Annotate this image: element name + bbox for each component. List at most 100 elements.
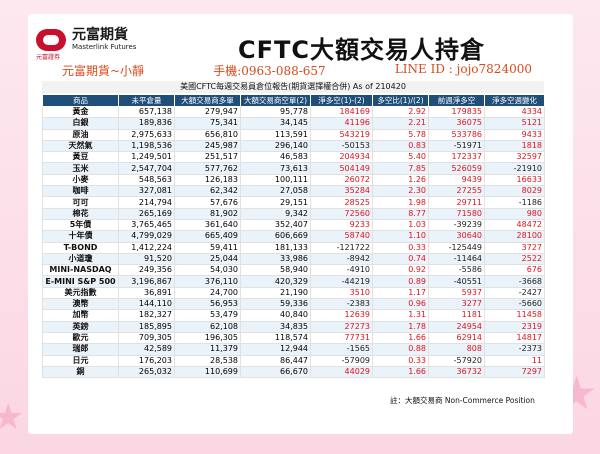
table-cell: 676: [484, 264, 545, 277]
table-cell: 29,151: [240, 196, 311, 209]
table-cell: 26072: [310, 173, 373, 187]
table-cell: 2,547,704: [118, 162, 175, 175]
table-cell: 279,947: [174, 105, 241, 119]
table-cell: 8029: [484, 185, 545, 198]
table-cell: 7.85: [372, 162, 429, 175]
table-cell: 0.92: [372, 264, 429, 277]
commodity-name: 玉米: [42, 162, 119, 175]
table-cell: 5937: [428, 286, 485, 300]
table-cell: 3277: [428, 298, 485, 311]
table-row: 澳幣 144,110 56,953 59,336 -2383 0.96 3277 -5660: [42, 298, 545, 311]
table-cell: 21,190: [240, 286, 311, 300]
table-body: 黃金 657,138 279,947 95,778 184169 2.92 179835 43…: [42, 105, 545, 379]
table-cell: 41196: [310, 117, 373, 130]
table-cell: 249,356: [118, 264, 175, 277]
table-cell: 1.66: [372, 331, 429, 345]
logo-mark-icon: [36, 28, 66, 51]
table-cell: 91,520: [118, 252, 175, 266]
table-cell: 28100: [484, 230, 545, 243]
table-cell: 73,613: [240, 162, 311, 175]
table-cell: 4,799,029: [118, 230, 175, 243]
table-cell: 808: [428, 343, 485, 356]
table-cell: 95,778: [240, 105, 311, 119]
table-row: 棉花 265,169 81,902 9,342 72560 8.77 71580 980: [42, 207, 545, 220]
table-cell: -57920: [428, 354, 485, 367]
commodity-name: 澳幣: [42, 298, 119, 311]
table-cell: 126,183: [174, 173, 241, 187]
table-row: 5年債 3,765,465 361,640 352,407 9233 1.03 -39239…: [42, 218, 545, 232]
table-row: 銅 265,032 110,699 66,670 44029 1.66 36732 7297: [42, 365, 545, 379]
table-cell: 1.10: [372, 230, 429, 243]
table-cell: 5.40: [372, 151, 429, 164]
table-cell: 2319: [484, 320, 545, 333]
table-row: 原油 2,975,633 656,810 113,591 543219 5.78 53378…: [42, 128, 545, 141]
commodity-name: 5年債: [42, 218, 119, 232]
table-cell: 665,409: [174, 230, 241, 243]
table-row: 天然氣 1,198,536 245,987 296,140 -50153 0.83 -519…: [42, 139, 545, 153]
table-cell: 56,953: [174, 298, 241, 311]
table-cell: 118,574: [240, 331, 311, 345]
table-cell: 543219: [310, 128, 373, 141]
table-cell: 420,329: [240, 275, 311, 288]
commodity-name: 加幣: [42, 309, 119, 322]
table-row: 黃金 657,138 279,947 95,778 184169 2.92 179835 43…: [42, 105, 545, 119]
table-cell: 7297: [484, 365, 545, 379]
logo-subtitle: 元富證券: [36, 54, 61, 61]
page-title: CFTC大額交易人持倉: [238, 36, 485, 64]
table-cell: 204934: [310, 151, 373, 164]
table-cell: 8.77: [372, 207, 429, 220]
commodity-name: E-MINI S&P 500: [42, 275, 119, 288]
table-cell: 2,975,633: [118, 128, 175, 141]
table-cell: 656,810: [174, 128, 241, 141]
table-cell: 352,407: [240, 218, 311, 232]
table-row: 美元指數 36,891 24,700 21,190 3510 1.17 5937 -2427: [42, 286, 545, 300]
table-cell: 2.92: [372, 105, 429, 119]
table-cell: 12,944: [240, 343, 311, 356]
column-header: 多空比(1)/(2): [372, 94, 429, 107]
contact-phone: 手機:0963-088-657: [213, 64, 326, 78]
footnote: 註：大額交易商 Non-Commerce Position: [390, 396, 535, 405]
table-cell: -1565: [310, 343, 373, 356]
table-header-row: 商品 未平倉量 大額交易商多單 大額交易商空單(2) 淨多空(1)-(2) 多空比(1)/…: [42, 94, 545, 107]
table-cell: 24954: [428, 320, 485, 333]
table-cell: -125449: [428, 241, 485, 254]
table-cell: 2.21: [372, 117, 429, 130]
table-row: 玉米 2,547,704 577,762 73,613 504149 7.85 526059…: [42, 162, 545, 175]
commodity-name: MINI-NASDAQ: [42, 264, 119, 277]
commodity-name: 小麥: [42, 173, 119, 187]
table-cell: 40,840: [240, 309, 311, 322]
table-cell: 72560: [310, 207, 373, 220]
table-row: 日元 176,203 28,538 86,447 -57909 0.33 -57920 11: [42, 354, 545, 367]
table-cell: 1.03: [372, 218, 429, 232]
commodity-name: 原油: [42, 128, 119, 141]
table-row: E-MINI S&P 500 3,196,867 376,110 420,329 -44…: [42, 275, 545, 288]
table-cell: -44219: [310, 275, 373, 288]
table-cell: 36732: [428, 365, 485, 379]
table-cell: -21910: [484, 162, 545, 175]
table-cell: -5660: [484, 298, 545, 311]
table-cell: 28525: [310, 196, 373, 209]
table-cell: 548,563: [118, 173, 175, 187]
table-cell: 33,986: [240, 252, 311, 266]
commodity-name: 英鎊: [42, 320, 119, 333]
table-cell: -4910: [310, 264, 373, 277]
table-row: 小麥 548,563 126,183 100,111 26072 1.26 9439 1663…: [42, 173, 545, 187]
table-cell: -57909: [310, 354, 373, 367]
company-logo: 元富期貨 Masterlink Futures 元富證券: [36, 28, 137, 61]
column-header: 未平倉量: [118, 94, 175, 107]
table-cell: 504149: [310, 162, 373, 175]
table-cell: -11464: [428, 252, 485, 266]
table-cell: 533786: [428, 128, 485, 141]
table-cell: 606,669: [240, 230, 311, 243]
cftc-position-table: 商品 未平倉量 大額交易商多單 大額交易商空單(2) 淨多空(1)-(2) 多空比(1)/…: [42, 94, 545, 379]
table-cell: 58740: [310, 230, 373, 243]
commodity-name: 小道瓊: [42, 252, 119, 266]
table-cell: 3,765,465: [118, 218, 175, 232]
logo-english-name: Masterlink Futures: [72, 43, 137, 51]
table-row: 十年債 4,799,029 665,409 606,669 58740 1.10 30640…: [42, 230, 545, 243]
table-cell: -2373: [484, 343, 545, 356]
commodity-name: 棉花: [42, 207, 119, 220]
table-cell: -3668: [484, 275, 545, 288]
table-row: T-BOND 1,412,224 59,411 181,133 -121722 0.33-…: [42, 241, 545, 254]
commodity-name: 黃金: [42, 105, 119, 119]
